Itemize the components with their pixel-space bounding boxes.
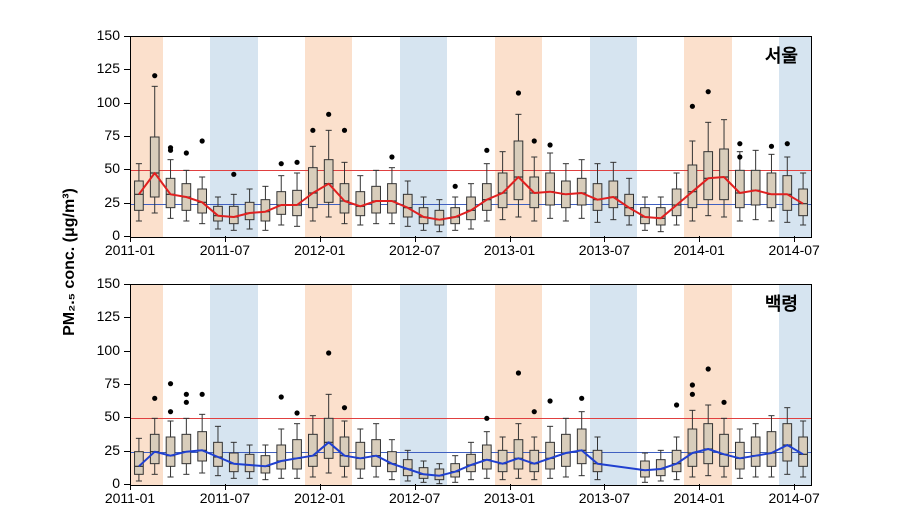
y-tick-mark [124, 103, 130, 104]
x-tick-label: 2012-01 [288, 490, 352, 506]
y-tick-mark [124, 417, 130, 418]
y-tick-label: 125 [80, 60, 120, 76]
figure-root: PM₂.₅ conc. (μg/m³) 02550751001251502011… [0, 0, 900, 524]
season-band [400, 285, 447, 485]
season-band [400, 37, 447, 237]
y-tick-mark [124, 203, 130, 204]
x-tick-label: 2011-01 [98, 242, 162, 258]
y-tick-label: 100 [80, 342, 120, 358]
y-tick-mark [124, 451, 130, 452]
y-tick-label: 150 [80, 27, 120, 43]
x-tick-label: 2014-01 [667, 490, 731, 506]
y-tick-label: 75 [80, 127, 120, 143]
season-band [590, 285, 637, 485]
season-band [131, 285, 163, 485]
panel-title: 백령 [765, 290, 798, 316]
y-tick-label: 125 [80, 308, 120, 324]
plot-area [130, 36, 812, 238]
y-tick-label: 0 [80, 475, 120, 491]
panel-baengnyeong: 02550751001251502011-012011-072012-01201… [130, 284, 810, 484]
y-tick-mark [124, 36, 130, 37]
x-tick-label: 2013-07 [572, 242, 636, 258]
y-tick-label: 50 [80, 160, 120, 176]
y-tick-mark [124, 384, 130, 385]
x-tick-label: 2011-07 [193, 490, 257, 506]
x-tick-label: 2014-07 [762, 490, 826, 506]
x-tick-label: 2011-01 [98, 490, 162, 506]
y-tick-label: 25 [80, 194, 120, 210]
y-tick-label: 75 [80, 375, 120, 391]
reference-line [131, 204, 811, 205]
y-tick-mark [124, 317, 130, 318]
reference-line [131, 452, 811, 453]
season-band [495, 285, 542, 485]
y-tick-label: 150 [80, 275, 120, 291]
season-band [210, 37, 257, 237]
y-tick-label: 100 [80, 94, 120, 110]
x-tick-label: 2013-01 [478, 242, 542, 258]
y-tick-label: 0 [80, 227, 120, 243]
x-tick-label: 2013-01 [478, 490, 542, 506]
y-tick-label: 25 [80, 442, 120, 458]
season-band [495, 37, 542, 237]
season-band [305, 285, 352, 485]
x-tick-label: 2011-07 [193, 242, 257, 258]
x-tick-label: 2012-01 [288, 242, 352, 258]
y-tick-mark [124, 69, 130, 70]
y-axis-label: PM₂.₅ conc. (μg/m³) [61, 188, 79, 336]
reference-line [131, 418, 811, 419]
x-tick-label: 2012-07 [383, 242, 447, 258]
season-band [305, 37, 352, 237]
y-tick-mark [124, 351, 130, 352]
panel-seoul: 02550751001251502011-012011-072012-01201… [130, 36, 810, 236]
x-tick-label: 2014-07 [762, 242, 826, 258]
season-band [590, 37, 637, 237]
panel-title: 서울 [765, 42, 798, 68]
y-tick-mark [124, 169, 130, 170]
reference-line [131, 170, 811, 171]
season-band [210, 285, 257, 485]
y-tick-label: 50 [80, 408, 120, 424]
y-tick-mark [124, 136, 130, 137]
plot-area [130, 284, 812, 486]
season-band [684, 37, 731, 237]
season-band [131, 37, 163, 237]
x-tick-label: 2013-07 [572, 490, 636, 506]
x-tick-label: 2014-01 [667, 242, 731, 258]
season-band [684, 285, 731, 485]
y-tick-mark [124, 284, 130, 285]
x-tick-label: 2012-07 [383, 490, 447, 506]
